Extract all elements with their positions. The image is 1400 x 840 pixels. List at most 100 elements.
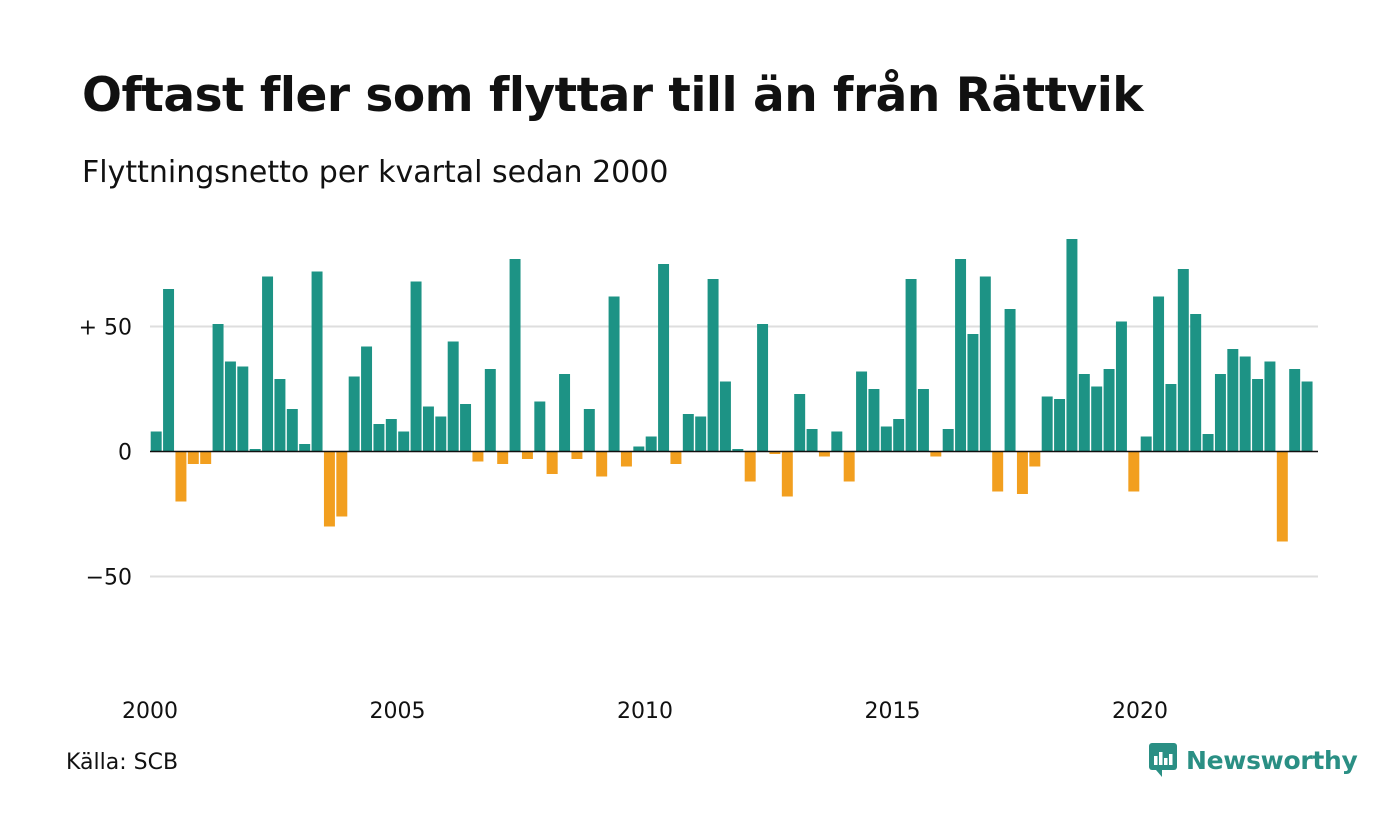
bar: [1202, 434, 1214, 452]
bar: [831, 431, 843, 452]
bar: [633, 446, 645, 452]
bar: [348, 376, 360, 452]
bar: [1301, 381, 1313, 452]
bar: [1214, 374, 1226, 452]
bar: [992, 451, 1004, 492]
bar: [596, 451, 608, 477]
bar: [658, 264, 670, 452]
y-tick-label: + 50: [79, 316, 132, 341]
bar: [299, 444, 311, 452]
bar: [868, 389, 880, 452]
y-tick-label: −50: [86, 566, 132, 591]
brand-logo[interactable]: Newsworthy: [1148, 742, 1358, 778]
bar: [757, 324, 769, 452]
bar: [1115, 321, 1127, 452]
bar: [484, 369, 496, 452]
bar: [286, 409, 298, 452]
bar: [645, 436, 657, 452]
bar: [422, 406, 434, 452]
bar: [781, 451, 793, 497]
bar: [571, 451, 583, 459]
bar: [967, 334, 979, 452]
bar: [979, 276, 991, 452]
bar: [150, 431, 162, 452]
bar: [373, 424, 385, 452]
bar: [670, 451, 682, 464]
bar: [620, 451, 632, 467]
x-tick-label: 2000: [122, 699, 178, 724]
bar: [1227, 349, 1239, 452]
bar: [336, 451, 348, 517]
chart-title: Oftast fler som flyttar till än från Rät…: [82, 68, 1144, 123]
bar: [262, 276, 274, 452]
bar: [361, 346, 373, 452]
bar: [682, 414, 694, 452]
bar: [1004, 309, 1016, 452]
bar: [274, 379, 286, 452]
bar: [237, 366, 249, 452]
source-label: Källa: SCB: [66, 750, 179, 775]
bar: [1177, 269, 1189, 452]
bar: [1041, 396, 1053, 452]
bar: [1029, 451, 1041, 467]
bar: [460, 404, 472, 452]
newsworthy-logo-icon: [1149, 743, 1177, 777]
bar: [435, 416, 447, 452]
bar: [1016, 451, 1028, 494]
bar: [744, 451, 756, 482]
bar: [1091, 386, 1103, 452]
bar: [249, 449, 261, 452]
bar-chart: + 50 0 −50 2000 2005 2010 2015 2020: [79, 239, 1318, 724]
bar: [521, 451, 533, 459]
bar: [707, 279, 719, 452]
bar: [410, 281, 422, 452]
bar: [1252, 379, 1264, 452]
bar: [930, 451, 942, 457]
bar: [497, 451, 509, 464]
bar: [806, 429, 818, 452]
bar: [1190, 314, 1202, 452]
bar: [200, 451, 212, 464]
bar: [1153, 296, 1165, 452]
bar: [212, 324, 224, 452]
bar: [1165, 384, 1177, 452]
brand-name: Newsworthy: [1186, 745, 1358, 775]
chart-subtitle: Flyttningsnetto per kvartal sedan 2000: [82, 155, 669, 190]
bar: [323, 451, 335, 527]
bar: [1140, 436, 1152, 452]
x-axis-ticks: 2000 2005 2010 2015 2020: [122, 699, 1168, 724]
bar: [1239, 356, 1251, 452]
bar: [1103, 369, 1115, 452]
bar: [732, 449, 744, 452]
bar: [509, 259, 521, 452]
bar: [163, 289, 175, 452]
bar: [534, 401, 546, 452]
bar: [695, 416, 707, 452]
bar: [917, 389, 929, 452]
bar: [447, 341, 459, 452]
bar: [856, 371, 868, 452]
bar: [1066, 239, 1078, 452]
x-tick-label: 2005: [370, 699, 426, 724]
bar: [1054, 399, 1066, 452]
bar: [769, 451, 781, 454]
bar: [175, 451, 187, 502]
bar: [311, 271, 323, 452]
bar: [794, 394, 806, 452]
x-tick-label: 2010: [617, 699, 673, 724]
bar: [1276, 451, 1288, 542]
bar: [1289, 369, 1301, 452]
bar: [1264, 361, 1276, 452]
bar: [224, 361, 236, 452]
y-tick-label: 0: [118, 441, 132, 466]
bar: [385, 419, 397, 452]
bars: [150, 239, 1313, 542]
x-tick-label: 2020: [1112, 699, 1168, 724]
bar: [880, 426, 892, 452]
x-tick-label: 2015: [865, 699, 921, 724]
bar: [1078, 374, 1090, 452]
y-axis-ticks: + 50 0 −50: [79, 316, 132, 591]
bar: [546, 451, 558, 474]
bar: [843, 451, 855, 482]
bar: [1128, 451, 1140, 492]
